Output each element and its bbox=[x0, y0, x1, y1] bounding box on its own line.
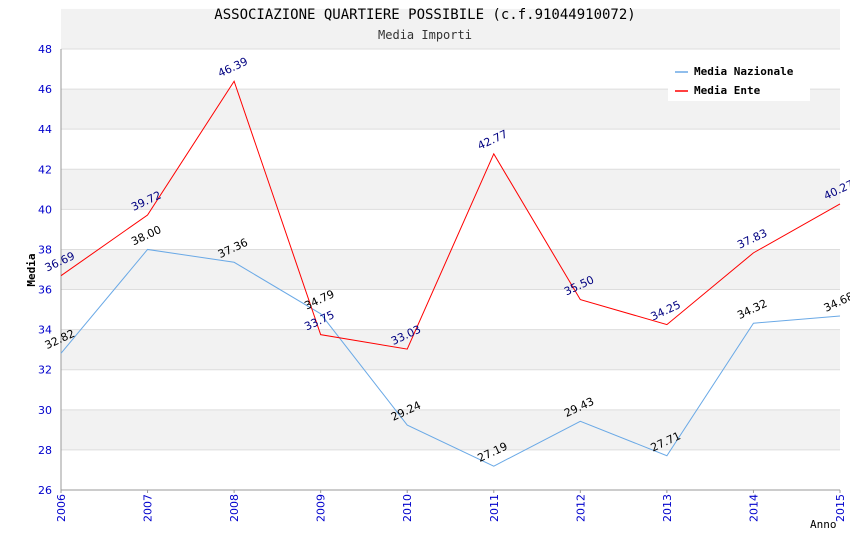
y-tick-label: 32 bbox=[38, 364, 52, 377]
x-tick-label: 2013 bbox=[661, 494, 674, 522]
y-tick-label: 30 bbox=[38, 404, 52, 417]
x-tick-label: 2006 bbox=[55, 494, 68, 522]
x-tick-label: 2008 bbox=[228, 494, 241, 522]
data-label: 46.39 bbox=[216, 55, 250, 80]
y-tick-label: 46 bbox=[38, 83, 52, 96]
grid-band bbox=[61, 169, 840, 210]
data-label: 34.32 bbox=[735, 297, 769, 322]
x-tick-label: 2010 bbox=[401, 494, 414, 522]
y-axis-title: Media bbox=[25, 253, 38, 286]
data-label: 34.68 bbox=[822, 290, 850, 315]
y-tick-labels: 26 28 30 32 34 36 38 40 42 44 46 48 bbox=[38, 43, 52, 497]
y-tick-label: 28 bbox=[38, 444, 52, 457]
data-label: 38.00 bbox=[129, 223, 163, 248]
grid-band bbox=[61, 8, 840, 49]
x-tick-label: 2015 bbox=[834, 494, 847, 522]
x-tick-label: 2012 bbox=[574, 494, 587, 522]
x-axis-title: Anno bbox=[810, 518, 837, 531]
chart-subtitle: Media Importi bbox=[378, 28, 472, 42]
y-tick-label: 36 bbox=[38, 284, 52, 297]
x-tick-label: 2011 bbox=[488, 494, 501, 522]
y-tick-label: 34 bbox=[38, 324, 52, 337]
grid-bands bbox=[61, 8, 840, 450]
grid-band bbox=[61, 329, 840, 370]
chart-title: ASSOCIAZIONE QUARTIERE POSSIBILE (c.f.91… bbox=[214, 7, 635, 23]
x-tick-labels: 2006 2007 2008 2009 2010 2011 2012 2013 2014 2015 bbox=[55, 490, 847, 522]
x-tick-label: 2009 bbox=[315, 494, 328, 522]
y-tick-label: 40 bbox=[38, 203, 52, 216]
grid-band bbox=[61, 409, 840, 450]
series-line-media-ente bbox=[60, 80, 841, 350]
data-label: 42.77 bbox=[476, 127, 510, 152]
series-line-media-nazionale bbox=[60, 248, 841, 467]
y-tick-label: 48 bbox=[38, 43, 52, 56]
y-tick-label: 42 bbox=[38, 163, 52, 176]
x-tick-label: 2014 bbox=[747, 494, 760, 522]
y-tick-label: 26 bbox=[38, 484, 52, 497]
grid-band bbox=[61, 249, 840, 290]
x-tick-label: 2007 bbox=[142, 494, 155, 522]
legend-label-media-nazionale: Media Nazionale bbox=[694, 65, 794, 78]
y-tick-label: 44 bbox=[38, 123, 52, 136]
legend-box bbox=[668, 58, 810, 101]
y-tick-label: 38 bbox=[38, 243, 52, 256]
series-lines bbox=[60, 80, 841, 467]
legend-label-media-ente: Media Ente bbox=[694, 84, 761, 97]
data-label: 37.83 bbox=[735, 226, 769, 251]
legend: Media Nazionale Media Ente bbox=[668, 58, 810, 101]
axes bbox=[60, 49, 840, 491]
data-label: 34.25 bbox=[649, 298, 683, 323]
data-label: 34.79 bbox=[302, 287, 336, 312]
